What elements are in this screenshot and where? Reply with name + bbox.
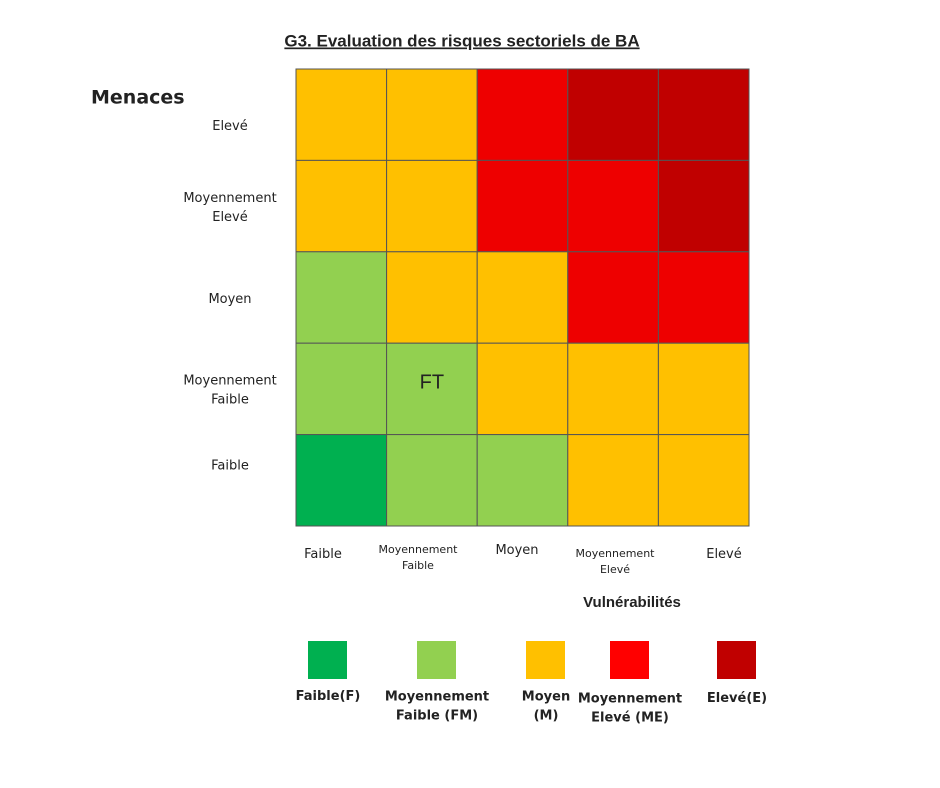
- y-tick-label-line: Moyennement: [183, 373, 276, 388]
- y-tick-label-line: Elevé: [212, 119, 248, 134]
- x-tick-label-line: Elevé: [600, 563, 630, 576]
- legend-label-line: Moyennement: [385, 689, 489, 704]
- matrix-cell: [295, 251, 388, 344]
- matrix-cell: [476, 342, 569, 436]
- matrix-cell: [657, 251, 750, 344]
- legend-swatch: [526, 641, 565, 679]
- matrix-cell: [567, 68, 659, 161]
- x-tick-label: Moyennement Elevé: [576, 547, 656, 576]
- matrix-cell: [657, 68, 750, 161]
- matrix-cell: [657, 159, 750, 253]
- legend-swatch: [717, 641, 756, 679]
- legend-label-line: Elevé(E): [707, 691, 767, 706]
- y-tick-label: Faible: [211, 458, 249, 473]
- x-tick-label: Moyen: [495, 543, 538, 558]
- legend-label-line: Moyennement: [578, 691, 682, 706]
- y-tick-label-line: Faible: [211, 392, 249, 407]
- x-tick-label-line: Elevé: [706, 547, 742, 562]
- y-tick-label: Moyennement Faible: [183, 373, 276, 407]
- y-tick-label: Elevé: [212, 119, 248, 134]
- matrix-cell: [386, 434, 478, 527]
- matrix-cell: [386, 342, 478, 436]
- legend-swatch: [308, 641, 347, 679]
- matrix-cell: [476, 251, 569, 344]
- y-tick-label-line: Moyennement: [183, 190, 276, 205]
- y-tick-label: Moyen: [208, 291, 251, 306]
- y-axis-title: Menaces: [91, 87, 185, 109]
- matrix-cell: [295, 159, 388, 253]
- y-tick-label-line: Faible: [211, 458, 249, 473]
- title: G3. Evaluation des risques sectoriels de…: [284, 31, 639, 50]
- matrix-cell: [476, 434, 569, 527]
- x-tick-label: Moyennement Faible: [379, 543, 459, 572]
- x-tick-label: Faible: [304, 547, 342, 562]
- x-tick-label-line: Moyennement: [379, 543, 459, 556]
- legend-label: Elevé(E): [707, 691, 767, 706]
- x-tick-label-line: Moyennement: [576, 547, 656, 560]
- y-tick-label-line: Elevé: [212, 209, 248, 224]
- legend-label: Moyen (M): [522, 689, 570, 723]
- legend-label-line: Elevé (ME): [591, 710, 669, 725]
- x-axis-title: Vulnérabilités: [583, 594, 681, 611]
- y-tick-label: Moyennement Elevé: [183, 190, 276, 224]
- legend-label-line: (M): [534, 708, 559, 723]
- matrix-cell: [476, 159, 569, 253]
- matrix-cell: [567, 434, 659, 527]
- cell-label: FT: [420, 371, 444, 393]
- x-tick-label-line: Faible: [304, 547, 342, 562]
- legend-swatch: [417, 641, 456, 679]
- matrix-cell: [386, 251, 478, 344]
- legend-label-line: Faible(F): [296, 689, 361, 704]
- matrix-cell: [295, 68, 388, 161]
- matrix-cell: [567, 159, 659, 253]
- x-tick-label: Elevé: [706, 547, 742, 562]
- matrix-cell: [567, 342, 659, 436]
- y-tick-label-line: Moyen: [208, 291, 251, 306]
- legend-swatch: [610, 641, 649, 679]
- legend-label: Moyennement Faible (FM): [385, 689, 489, 723]
- x-tick-label-line: Moyen: [495, 543, 538, 558]
- matrix-cell: [386, 68, 478, 161]
- legend-label: Moyennement Elevé (ME): [578, 691, 682, 725]
- matrix-cell: [476, 68, 569, 161]
- matrix-cell: [657, 342, 750, 436]
- x-tick-label-line: Faible: [402, 559, 434, 572]
- matrix-cell: [567, 251, 659, 344]
- legend-label-line: Moyen: [522, 689, 570, 704]
- legend-label: Faible(F): [296, 689, 361, 704]
- matrix-cell: [295, 434, 388, 527]
- matrix-cell: [386, 159, 478, 253]
- matrix-cell: [295, 342, 388, 436]
- matrix-cell: [657, 434, 750, 527]
- legend-label-line: Faible (FM): [396, 708, 478, 723]
